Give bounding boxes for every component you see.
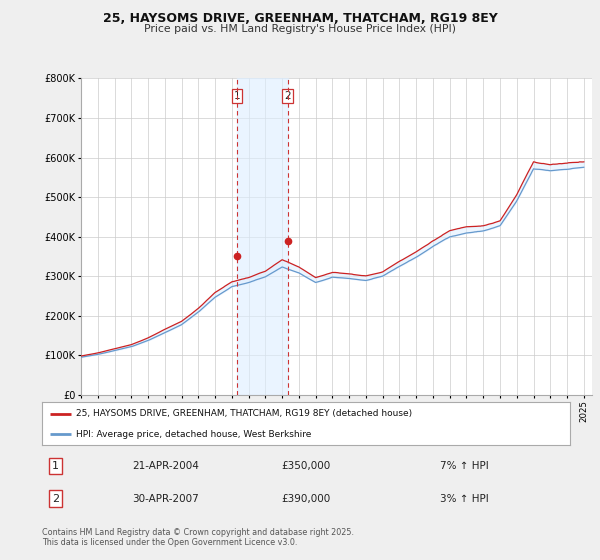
Text: 2: 2 <box>284 91 291 101</box>
Text: £350,000: £350,000 <box>281 461 331 472</box>
Text: 7% ↑ HPI: 7% ↑ HPI <box>440 461 489 472</box>
Text: £390,000: £390,000 <box>281 493 331 503</box>
Text: HPI: Average price, detached house, West Berkshire: HPI: Average price, detached house, West… <box>76 430 311 439</box>
Text: 1: 1 <box>233 91 240 101</box>
Text: 3% ↑ HPI: 3% ↑ HPI <box>440 493 489 503</box>
Text: 21-APR-2004: 21-APR-2004 <box>132 461 199 472</box>
Bar <box>237 78 287 395</box>
Text: Contains HM Land Registry data © Crown copyright and database right 2025.
This d: Contains HM Land Registry data © Crown c… <box>42 528 354 547</box>
Text: 25, HAYSOMS DRIVE, GREENHAM, THATCHAM, RG19 8EY: 25, HAYSOMS DRIVE, GREENHAM, THATCHAM, R… <box>103 12 497 25</box>
Text: 2: 2 <box>52 493 59 503</box>
Text: 25, HAYSOMS DRIVE, GREENHAM, THATCHAM, RG19 8EY (detached house): 25, HAYSOMS DRIVE, GREENHAM, THATCHAM, R… <box>76 409 412 418</box>
Text: 30-APR-2007: 30-APR-2007 <box>132 493 199 503</box>
Text: 1: 1 <box>52 461 59 472</box>
Text: Price paid vs. HM Land Registry's House Price Index (HPI): Price paid vs. HM Land Registry's House … <box>144 24 456 34</box>
